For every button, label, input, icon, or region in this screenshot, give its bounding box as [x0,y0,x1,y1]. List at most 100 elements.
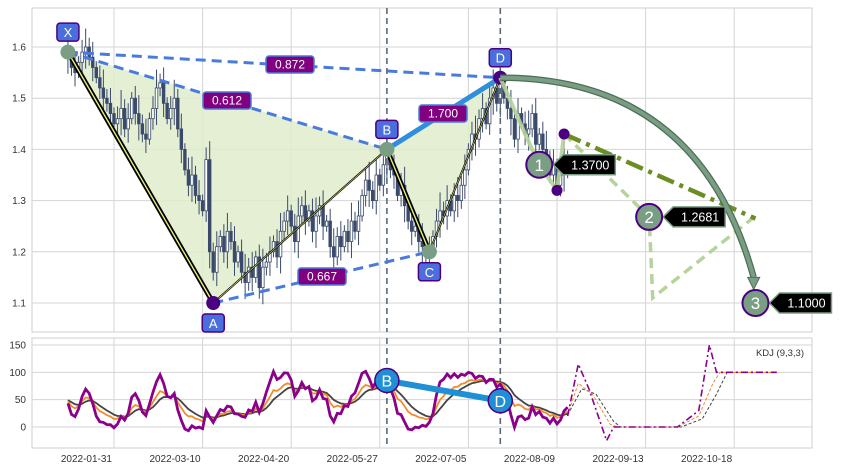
price-frame [31,7,813,333]
y-tick-label: 1.3 [12,196,26,207]
candle-body [438,210,442,222]
target-circle [635,202,664,231]
candle-body [115,118,120,125]
candle-body [282,220,286,232]
candle-body [91,56,95,68]
candle-body [261,266,265,289]
pattern-point-X [60,44,76,60]
xab-triangle-fill [67,52,387,304]
point-label-box [488,47,513,68]
target-value: 1.1000 [787,297,825,311]
target-label: 2 [644,208,653,227]
ratio-label-box [297,267,347,286]
x-tick-label: 2022-08-09 [504,454,556,465]
candle-body [314,215,318,232]
pattern-point-A [206,296,221,310]
candle-body [101,87,106,99]
candle-body [183,148,187,171]
candle-body [246,266,251,283]
candle-body [332,246,336,258]
ratio-label: 0.872 [275,58,305,72]
y-tick-label: 1.6 [12,43,26,54]
ratio-label-box [202,91,252,110]
candle-body [293,225,297,242]
candle-body [339,236,343,248]
kdj-marker-label: B [382,374,393,391]
candle-body [229,230,233,242]
candle-body [239,251,244,273]
pattern-point-B [379,141,395,157]
x-tick-label: 2022-10-18 [681,454,733,465]
candle-body [378,174,382,186]
ratio-label: 0.667 [307,270,337,284]
point-label: A [209,316,218,331]
candle-body [119,108,123,120]
x-tick-label: 2022-03-10 [149,454,201,465]
candle-body [487,97,492,125]
candle-body [271,241,276,253]
target-callout [552,154,617,176]
candle-body [108,102,113,114]
candle-body [342,230,347,248]
target-value: 1.3700 [571,158,609,172]
candle-body [122,108,127,130]
candle-body [360,195,364,217]
x-tick-label: 2022-05-27 [327,454,379,465]
point-label: C [425,265,434,280]
pattern-point-C [421,244,437,260]
candle-body [526,128,531,135]
candle-body [165,102,169,120]
candle-body [371,189,375,202]
projection-dashed-triangle [562,132,757,302]
candle-body [374,174,378,202]
candle-body [112,113,116,125]
candle-body [236,251,240,263]
candle-body [367,179,371,191]
candle-body [161,82,166,104]
candle-body [98,77,102,89]
y-tick-label: 1.2 [12,247,26,258]
x-tick-label: 2022-07-05 [415,454,467,465]
y-tick-label: 1.1 [12,299,26,310]
candle-body [356,215,361,232]
candle-body [381,164,386,186]
candle-body [200,200,205,212]
ratio-line-AC [212,250,430,305]
x-tick-label: 2022-09-13 [592,454,644,465]
leg-BC-inner [386,149,431,253]
candle-body [130,97,134,120]
candle-body [321,205,325,227]
bcd-triangle-fill [386,77,501,252]
kdj-y-tick-label: 100 [9,368,26,379]
kdj-k-projected [567,371,777,428]
kdj-y-tick-label: 50 [15,395,27,406]
candle-body [83,46,88,53]
candle-body [250,266,254,278]
candle-body [509,108,513,120]
candle-body [133,97,137,114]
candle-body [264,261,269,268]
target-circle [741,289,770,317]
candle-body [346,230,350,242]
candle-body [232,241,237,263]
candle-body [289,210,293,227]
target-label: 1 [535,156,544,175]
candle-body [285,210,290,222]
candle-body [349,220,354,242]
candle-body [452,195,456,212]
candle-body [186,169,191,186]
kdj-bd-line [386,377,501,404]
target-label: 3 [751,294,760,313]
leg-AB-inner [213,149,388,304]
point-label: B [383,122,392,137]
kdj-y-tick-label: 150 [9,340,26,351]
candle-body [541,133,545,150]
candle-body [530,113,534,130]
candle-body [310,210,315,232]
candle-body [218,236,223,248]
kdj-title: KDJ (9,3,3) [756,348,804,359]
point-label: D [496,51,505,66]
candle-body [154,87,159,109]
candle-body [257,256,262,289]
